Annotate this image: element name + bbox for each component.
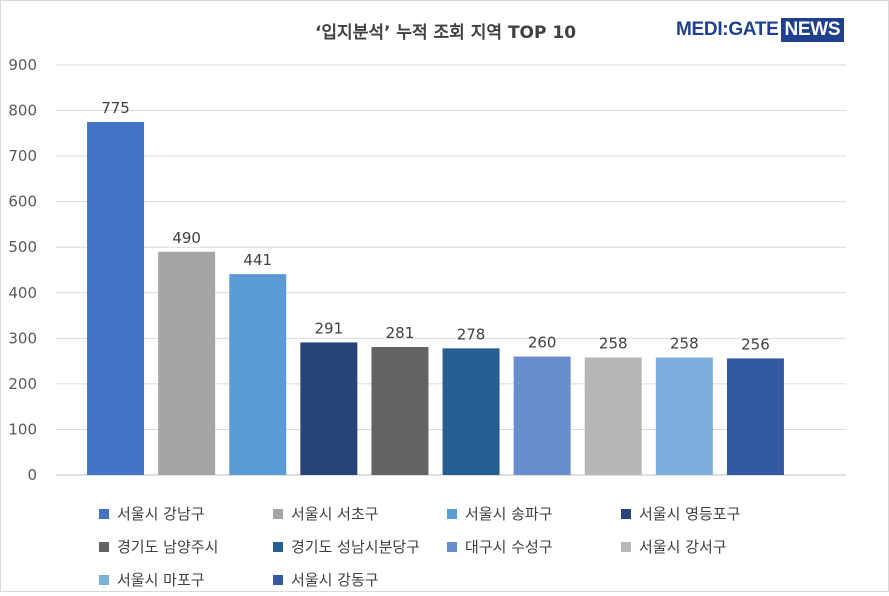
legend-label: 서울시 마포구 — [117, 571, 205, 589]
legend-label: 대구시 수성구 — [465, 538, 553, 556]
legend-swatch — [273, 574, 283, 585]
legend-swatch — [621, 541, 631, 552]
bar — [371, 346, 429, 475]
y-tick-label: 600 — [8, 193, 37, 211]
legend-item: 서울시 서초구 — [273, 497, 447, 530]
medigate-news-logo: MEDI:GATE NEWS — [676, 18, 845, 42]
y-tick-label: 900 — [8, 56, 37, 74]
bar-chart: 0 100 200 300 400 500 600 700 800 900 775 490 441 291… — [8, 56, 846, 484]
data-label: 278 — [457, 325, 486, 343]
legend-label: 서울시 강동구 — [291, 571, 379, 589]
legend-item: 서울시 강남구 — [99, 497, 273, 530]
bar — [584, 357, 642, 475]
legend-label: 서울시 서초구 — [291, 505, 379, 523]
data-label: 775 — [101, 99, 130, 117]
y-tick-label: 800 — [8, 102, 37, 120]
bar — [158, 251, 216, 475]
legend-swatch — [99, 574, 109, 585]
y-tick-label: 700 — [8, 147, 37, 165]
bar — [300, 342, 358, 475]
y-tick-label: 300 — [8, 329, 37, 347]
legend-label: 서울시 송파구 — [465, 505, 553, 523]
legend-swatch — [99, 541, 109, 552]
legend-swatch — [447, 541, 457, 552]
chart-title: ‘입지분석’ 누적 조회 지역 TOP 10 — [314, 23, 577, 43]
legend-item: 경기도 성남시분당구 — [273, 530, 447, 563]
legend-item: 서울시 송파구 — [447, 497, 621, 530]
bar — [655, 357, 713, 475]
legend-swatch — [447, 508, 457, 519]
data-label: 258 — [670, 334, 699, 352]
bar — [726, 358, 784, 475]
legend-label: 서울시 영등포구 — [639, 505, 741, 523]
bar — [442, 348, 500, 475]
y-tick-label: 0 — [27, 466, 37, 484]
data-label: 256 — [741, 335, 770, 353]
legend-label: 경기도 성남시분당구 — [291, 538, 420, 556]
legend-item: 대구시 수성구 — [447, 530, 621, 563]
data-label: 258 — [599, 334, 628, 352]
legend-label: 서울시 강서구 — [639, 538, 727, 556]
legend-swatch — [273, 508, 283, 519]
legend-item: 서울시 강서구 — [621, 530, 799, 563]
legend-swatch — [273, 541, 283, 552]
legend-swatch — [99, 508, 109, 519]
data-label: 490 — [172, 229, 201, 247]
data-label: 291 — [315, 319, 344, 337]
y-tick-label: 100 — [8, 420, 37, 438]
legend-label: 서울시 강남구 — [117, 505, 205, 523]
y-tick-label: 500 — [8, 238, 37, 256]
data-label: 260 — [528, 334, 557, 352]
legend-item: 서울시 마포구 — [99, 563, 273, 596]
data-label: 281 — [386, 324, 415, 342]
legend-item: 서울시 영등포구 — [621, 497, 799, 530]
bar — [513, 356, 571, 475]
data-label: 441 — [243, 251, 272, 269]
y-tick-label: 400 — [8, 284, 37, 302]
logo-news-text: NEWS — [780, 18, 845, 42]
legend-item: 서울시 강동구 — [273, 563, 447, 596]
legend-item: 경기도 남양주시 — [99, 530, 273, 563]
bar — [87, 121, 145, 475]
legend-label: 경기도 남양주시 — [117, 538, 219, 556]
logo-medi-text: MEDI:GATE — [676, 19, 779, 40]
legend-swatch — [621, 508, 631, 519]
y-tick-label: 200 — [8, 375, 37, 393]
bar — [229, 274, 287, 475]
